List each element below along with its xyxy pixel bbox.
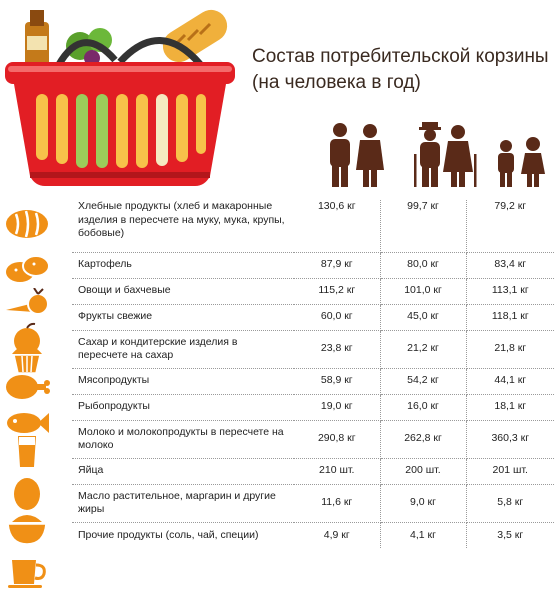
value-elderly: 80,0 кг bbox=[380, 252, 467, 279]
value-adults: 115,2 кг bbox=[294, 278, 381, 305]
product-name: Фрукты свежие bbox=[72, 304, 294, 331]
value-children: 113,1 кг bbox=[466, 278, 554, 305]
value-children: 79,2 кг bbox=[466, 200, 554, 253]
value-elderly: 4,1 кг bbox=[380, 522, 467, 548]
vegetables-icon bbox=[4, 287, 50, 322]
value-adults: 210 шт. bbox=[294, 458, 381, 485]
value-adults: 11,6 кг bbox=[294, 484, 381, 523]
value-children: 18,1 кг bbox=[466, 394, 554, 421]
product-name: Мясопродукты bbox=[72, 368, 294, 395]
table-row: Сахар и кондитерские изделия в пересчете… bbox=[72, 330, 554, 369]
two-elderly-with-canes-icon bbox=[410, 120, 480, 188]
cup-icon bbox=[4, 556, 50, 590]
value-children: 3,5 кг bbox=[497, 528, 524, 541]
product-name: Молоко и молокопродукты в пересчете на м… bbox=[72, 420, 294, 459]
butter-bowl-icon bbox=[4, 512, 50, 546]
milk-glass-icon bbox=[4, 434, 50, 468]
value-adults: 60,0 кг bbox=[294, 304, 381, 331]
product-name: Рыбопродукты bbox=[72, 394, 294, 421]
product-name: Хлебные продукты (хлеб и макаронные изде… bbox=[72, 200, 294, 253]
value-children: 83,4 кг bbox=[466, 252, 554, 279]
table-row: Картофель 87,9 кг 80,0 кг 83,4 кг bbox=[72, 252, 554, 279]
value-adults: 290,8 кг bbox=[294, 420, 381, 459]
product-name: Картофель bbox=[72, 252, 294, 279]
fish-icon bbox=[4, 406, 50, 440]
value-adults: 19,0 кг bbox=[294, 394, 381, 421]
value-elderly: 54,2 кг bbox=[380, 368, 467, 395]
value-elderly: 200 шт. bbox=[380, 458, 467, 485]
table-row: Хлебные продукты (хлеб и макаронные изде… bbox=[72, 200, 554, 253]
shopping-basket-illustration bbox=[0, 0, 240, 190]
value-adults: 87,9 кг bbox=[294, 252, 381, 279]
value-children: 44,1 кг bbox=[466, 368, 554, 395]
table-row: Прочие продукты (соль, чай, специи) 4,9 к… bbox=[72, 522, 554, 548]
value-elderly: 101,0 кг bbox=[380, 278, 467, 305]
page-title: Состав потребительской корзины (на челов… bbox=[252, 46, 549, 93]
product-name: Прочие продукты (соль, чай, специи) bbox=[78, 528, 259, 541]
value-children: 360,3 кг bbox=[466, 420, 554, 459]
table-row: Масло растительное, маргарин и другие жи… bbox=[72, 484, 554, 523]
value-elderly: 45,0 кг bbox=[380, 304, 467, 331]
product-name: Масло растительное, маргарин и другие жи… bbox=[72, 484, 294, 523]
table-row: Молоко и молокопродукты в пересчете на м… bbox=[72, 420, 554, 459]
value-children: 21,8 кг bbox=[466, 330, 554, 369]
two-children-icon bbox=[490, 120, 550, 188]
value-adults: 23,8 кг bbox=[294, 330, 381, 369]
consumer-basket-table: Хлебные продукты (хлеб и макаронные изде… bbox=[72, 200, 554, 548]
value-children: 118,1 кг bbox=[466, 304, 554, 331]
value-elderly: 9,0 кг bbox=[380, 484, 467, 523]
value-elderly: 99,7 кг bbox=[380, 200, 467, 253]
potato-icon bbox=[4, 252, 50, 286]
value-elderly: 262,8 кг bbox=[380, 420, 467, 459]
value-children: 201 шт. bbox=[466, 458, 554, 485]
egg-icon bbox=[4, 476, 50, 510]
value-adults: 4,9 кг bbox=[294, 522, 381, 548]
table-row: Фрукты свежие 60,0 кг 45,0 кг 118,1 кг bbox=[72, 304, 554, 331]
table-row: Овощи и бахчевые 115,2 кг 101,0 кг 113,1 кг bbox=[72, 278, 554, 305]
bread-icon bbox=[4, 206, 50, 240]
two-adults-icon bbox=[320, 120, 390, 188]
meat-leg-icon bbox=[4, 370, 50, 404]
value-adults: 58,9 кг bbox=[294, 368, 381, 395]
table-row: Яйца 210 шт. 200 шт. 201 шт. bbox=[72, 458, 554, 485]
product-name: Овощи и бахчевые bbox=[72, 278, 294, 305]
table-row: Рыбопродукты 19,0 кг 16,0 кг 18,1 кг bbox=[72, 394, 554, 421]
value-elderly: 16,0 кг bbox=[380, 394, 467, 421]
product-name: Яйца bbox=[72, 458, 294, 485]
value-elderly: 21,2 кг bbox=[380, 330, 467, 369]
table-row: Мясопродукты 58,9 кг 54,2 кг 44,1 кг bbox=[72, 368, 554, 395]
value-children: 5,8 кг bbox=[466, 484, 554, 523]
value-adults: 130,6 кг bbox=[294, 200, 381, 253]
cupcake-icon bbox=[4, 340, 50, 374]
product-name: Сахар и кондитерские изделия в пересчете… bbox=[72, 330, 294, 369]
